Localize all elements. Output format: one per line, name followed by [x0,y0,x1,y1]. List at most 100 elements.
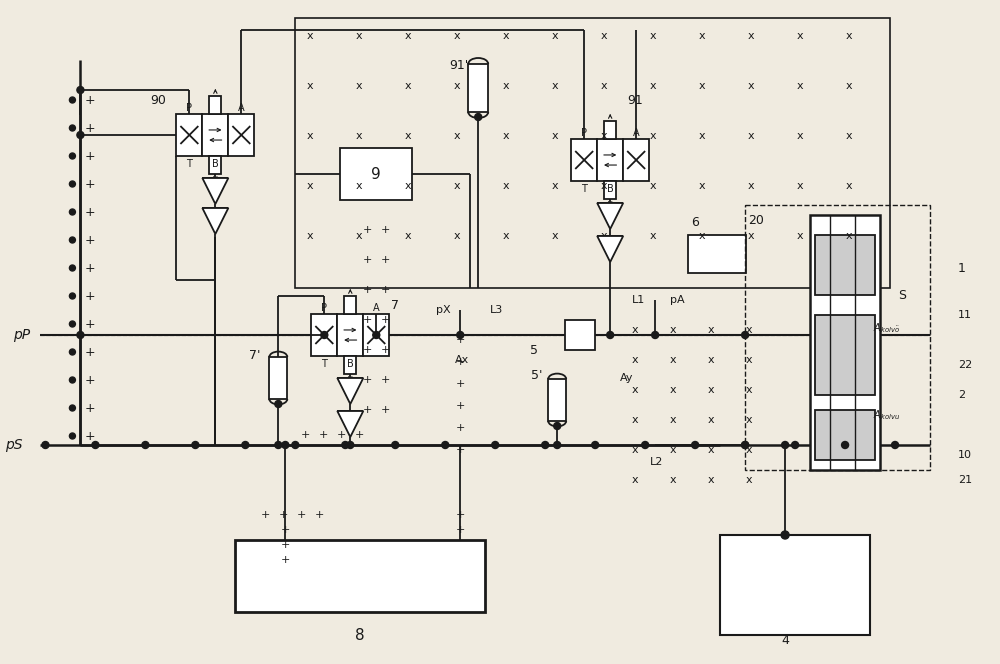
Text: x: x [632,325,638,335]
Text: 6: 6 [691,216,699,228]
Text: 20: 20 [748,214,764,226]
Text: x: x [552,31,559,41]
Text: Ay: Ay [620,373,634,383]
Text: +: + [456,510,465,520]
Text: T: T [581,184,587,194]
Text: 1: 1 [958,262,966,274]
Text: x: x [601,231,607,241]
Bar [815,235,875,295]
Bar [228,114,254,156]
Circle shape [77,131,84,139]
Text: +: + [85,149,96,163]
Text: x: x [699,181,705,191]
Text: A: A [633,128,639,138]
Text: +: + [381,285,390,295]
Bar [344,296,356,314]
Text: +: + [381,315,390,325]
Circle shape [69,125,75,131]
Text: x: x [356,81,363,91]
Text: +: + [85,234,96,246]
Text: 5: 5 [530,343,538,357]
Text: x: x [356,31,363,41]
Text: +: + [261,510,270,520]
Text: x: x [670,385,676,395]
Circle shape [457,331,464,339]
Text: x: x [748,131,754,141]
Text: +: + [456,525,465,535]
Text: x: x [748,31,754,41]
Text: L3: L3 [490,305,503,315]
Text: x: x [307,131,314,141]
Circle shape [492,442,499,448]
Text: +: + [319,430,328,440]
Text: +: + [281,555,290,565]
Text: x: x [356,131,363,141]
Text: x: x [503,81,510,91]
Circle shape [347,442,354,448]
Text: x: x [454,131,461,141]
Text: x: x [699,81,705,91]
Text: x: x [632,475,638,485]
Text: +: + [355,430,364,440]
Text: +: + [456,423,465,433]
Text: x: x [670,355,676,365]
Text: +: + [85,345,96,359]
Circle shape [592,442,599,448]
Text: +: + [456,357,465,367]
Text: x: x [650,181,656,191]
Bar [202,114,228,156]
Text: x: x [632,415,638,425]
Text: x: x [405,81,412,91]
Bar [295,18,890,288]
Text: x: x [708,445,714,455]
Circle shape [842,442,849,448]
Text: +: + [85,262,96,274]
Text: x: x [650,231,656,241]
Circle shape [652,331,659,339]
Text: x: x [405,131,412,141]
Text: x: x [746,355,752,365]
Bar [604,181,616,199]
Polygon shape [337,378,363,404]
Bar [548,379,566,421]
Circle shape [77,331,84,339]
Bar [745,205,930,470]
Polygon shape [597,203,623,229]
Bar [468,64,488,112]
Text: x: x [797,181,803,191]
Text: x: x [650,131,656,141]
Circle shape [321,331,328,339]
Text: x: x [746,475,752,485]
Circle shape [69,181,75,187]
Text: x: x [650,31,656,41]
Text: 91': 91' [449,58,468,72]
Circle shape [92,442,99,448]
Text: x: x [552,131,559,141]
Text: x: x [632,385,638,395]
Circle shape [892,442,899,448]
Text: L1: L1 [632,295,645,305]
Text: +: + [85,317,96,331]
Text: +: + [337,430,346,440]
Text: +: + [363,225,372,235]
Text: x: x [746,445,752,455]
Text: x: x [670,475,676,485]
Text: B: B [347,359,354,369]
Text: pP: pP [13,328,30,342]
Bar [344,356,356,374]
Circle shape [69,265,75,271]
Text: x: x [746,385,752,395]
Text: $A_{kolv\ddot{o}}$: $A_{kolv\ddot{o}}$ [873,321,900,335]
Text: x: x [454,81,461,91]
Text: x: x [503,131,510,141]
Text: +: + [85,290,96,303]
Text: x: x [708,385,714,395]
Circle shape [282,442,289,448]
Text: x: x [748,231,754,241]
Circle shape [69,377,75,383]
Circle shape [392,442,399,448]
Text: x: x [503,181,510,191]
Text: pS: pS [5,438,22,452]
Text: +: + [456,445,465,455]
Text: 22: 22 [958,360,972,370]
